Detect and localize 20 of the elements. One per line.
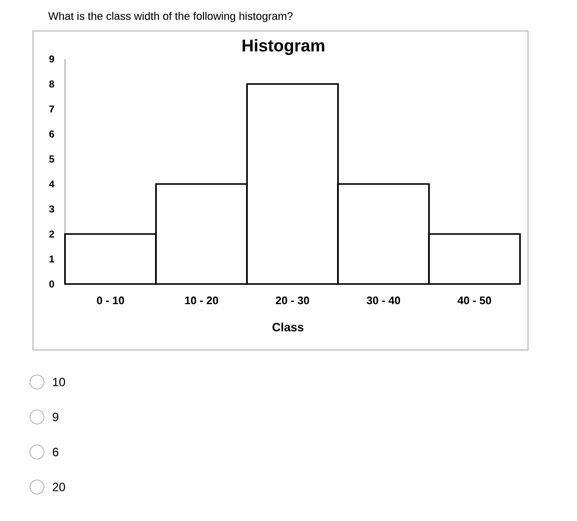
x-tick-label: 40 - 50 <box>458 296 492 304</box>
y-tick-label: 5 <box>49 156 54 162</box>
y-tick-label: 9 <box>49 55 54 63</box>
y-tick-label: 1 <box>50 256 54 262</box>
x-tick-label: 0 - 10 <box>96 296 124 304</box>
x-tick-label: 30 - 40 <box>366 296 400 304</box>
x-tick-label: 20 - 30 <box>276 296 310 304</box>
text: 10 <box>53 378 66 386</box>
x-axis-title: Class <box>272 322 304 332</box>
y-tick-label: 3 <box>49 205 54 213</box>
text: What is the class width of the following histogram? <box>48 12 293 22</box>
y-tick-label: 7 <box>49 106 54 112</box>
y-tick-label: 4 <box>49 180 54 188</box>
y-tick-label: 0 <box>49 280 54 288</box>
text: 20 <box>52 482 66 492</box>
y-tick-label: 8 <box>49 80 54 88</box>
y-tick-label: 6 <box>49 130 54 138</box>
x-tick-label: 10 - 20 <box>185 296 218 304</box>
chart-title: Histogram <box>242 39 324 55</box>
y-tick-label: 2 <box>49 230 54 238</box>
